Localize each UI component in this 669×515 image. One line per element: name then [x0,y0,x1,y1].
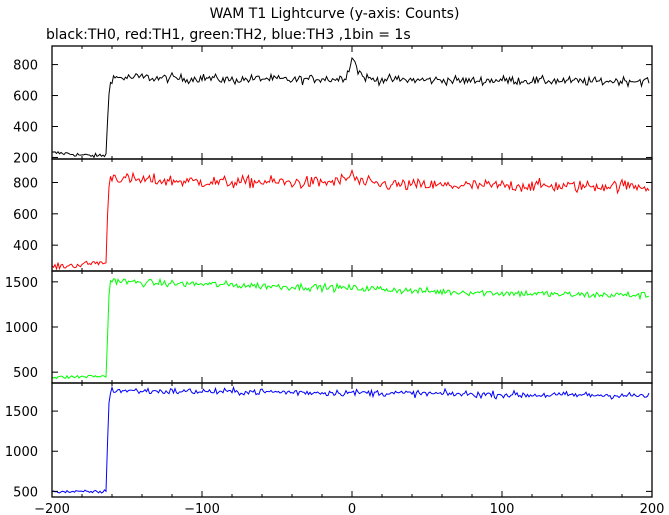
y-tick-label: 800 [13,176,38,191]
panel-frame [51,382,653,498]
y-tick-label: 1000 [5,445,38,460]
y-tick-label: 600 [13,208,38,223]
panel-th3: 500 1000 1500 [5,382,653,500]
panel-frame [51,45,653,160]
y-tick-label: 600 [13,90,38,105]
y-tick-label: 1500 [5,276,38,291]
y-tick-label: 1500 [5,405,38,420]
series-th1-line [52,168,650,271]
y-tick-label: 500 [13,366,38,381]
x-tick-label: 0 [348,502,356,515]
x-tick-label: 100 [490,502,515,515]
y-tick-label: 800 [13,59,38,74]
y-tick-label: 500 [13,485,38,500]
y-tick-label: 400 [13,239,38,254]
series-th3-line [52,385,650,494]
panel-th2: 500 1000 1500 [5,270,653,384]
series-th2-line [52,277,650,380]
x-tick-label: −200 [34,502,70,515]
y-tick-label: 400 [13,120,38,135]
panel-frame [51,158,653,272]
series-th0-line [52,56,650,159]
panel-th0: 200 400 600 800 [13,45,653,166]
y-tick-label: 200 [13,151,38,166]
panel-th1: 400 600 800 [13,158,653,272]
legend-caption: black:TH0, red:TH1, green:TH2, blue:TH3 … [46,27,411,43]
chart-root: 2004006008004006008005001000150050010001… [5,45,665,515]
panel-frame [51,270,653,384]
page-title: WAM T1 Lightcurve (y-axis: Counts) [209,6,460,22]
x-tick-label: −100 [184,502,220,515]
y-tick-label: 1000 [5,321,38,336]
x-tick-label: 200 [640,502,665,515]
